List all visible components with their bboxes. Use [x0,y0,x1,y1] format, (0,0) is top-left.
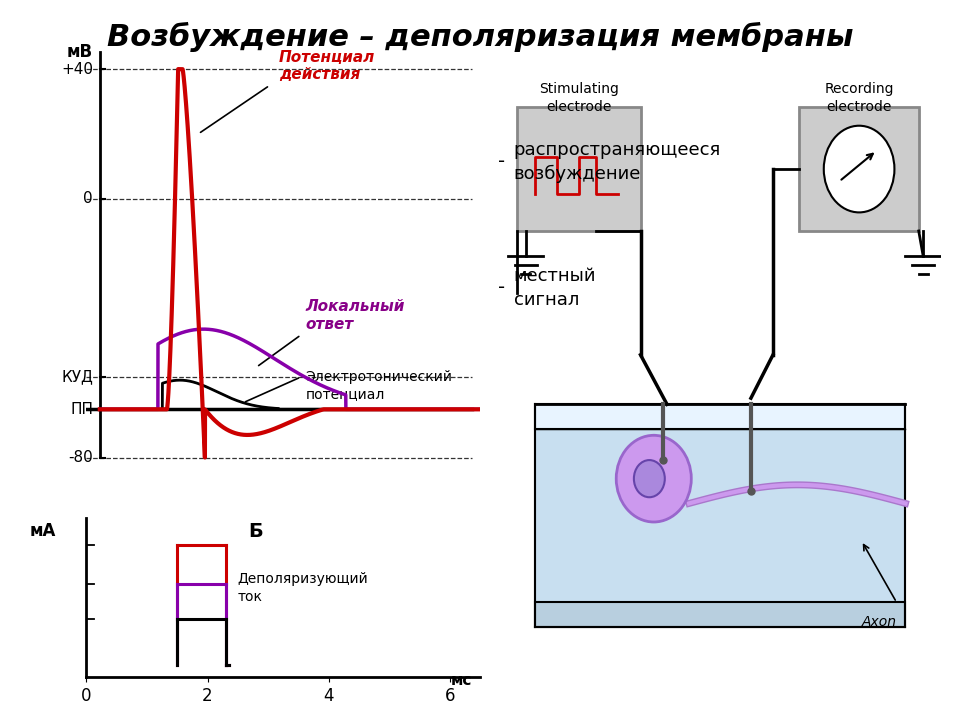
Polygon shape [535,405,905,429]
Text: -: - [497,279,505,297]
Text: Возбуждение – деполяризация мембраны: Возбуждение – деполяризация мембраны [107,22,853,52]
Text: -80: -80 [68,451,93,465]
Text: 0: 0 [84,192,93,206]
Ellipse shape [824,126,895,212]
Text: +40: +40 [61,62,93,76]
Text: Локальный
ответ: Локальный ответ [305,300,405,331]
Text: Stimulating
electrode: Stimulating electrode [539,82,618,114]
Text: мВ: мВ [67,43,93,61]
Text: Axon: Axon [862,615,897,629]
Polygon shape [535,429,905,627]
Text: Б: Б [249,522,263,541]
FancyBboxPatch shape [516,107,640,231]
Text: распространяющееся
возбуждение: распространяющееся возбуждение [514,141,721,183]
Text: Потенциал
действия: Потенциал действия [278,50,375,82]
Text: КУД: КУД [61,369,93,384]
Text: ПП: ПП [70,402,93,417]
Polygon shape [535,603,905,627]
Text: мс: мс [451,673,472,688]
Ellipse shape [616,436,691,522]
Text: Recording
electrode: Recording electrode [825,82,894,114]
Text: Деполяризующий
ток: Деполяризующий ток [238,572,369,603]
Text: мА: мА [30,522,56,540]
FancyBboxPatch shape [800,107,919,231]
Text: -: - [497,153,505,171]
Text: местный
сигнал: местный сигнал [514,267,596,309]
Ellipse shape [634,460,665,498]
Text: Электротонический
потенциал: Электротонический потенциал [305,371,452,400]
